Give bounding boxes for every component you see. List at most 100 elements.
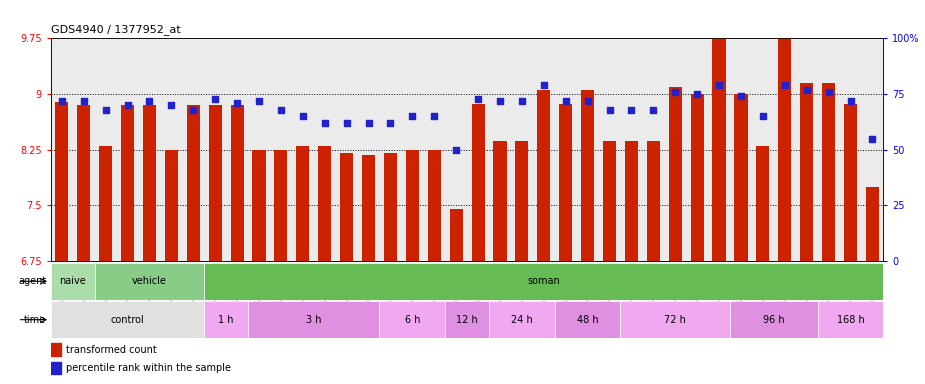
Bar (121, 105, 134, 261)
Point (317, 120, 332, 126)
Point (98, 107, 113, 113)
Point (514, 98, 529, 104)
Point (449, 147, 463, 153)
Bar (757, 146, 770, 261)
Point (120, 102, 135, 108)
Text: transformed count: transformed count (66, 345, 156, 355)
Bar (56, 101, 68, 261)
Bar (318, 146, 331, 261)
Bar (581, 90, 594, 261)
Bar (822, 83, 835, 261)
Bar (99, 146, 112, 261)
Point (164, 102, 179, 108)
Bar (248, 301, 379, 338)
Point (646, 107, 660, 113)
Bar (691, 94, 704, 261)
Point (77, 98, 92, 104)
Point (493, 98, 508, 104)
Bar (515, 141, 528, 261)
Point (208, 96, 223, 102)
Bar (406, 150, 419, 261)
Point (405, 113, 420, 119)
Bar (730, 301, 818, 338)
Bar (204, 263, 883, 300)
Bar (445, 301, 489, 338)
Text: GDS4940 / 1377952_at: GDS4940 / 1377952_at (51, 24, 180, 35)
Bar (844, 104, 857, 261)
Point (799, 86, 814, 93)
Bar (362, 155, 376, 261)
Text: 12 h: 12 h (456, 314, 478, 325)
Bar (209, 105, 222, 261)
Point (536, 82, 551, 88)
Bar (818, 301, 883, 338)
Bar (379, 301, 445, 338)
Bar (450, 209, 462, 261)
Bar (866, 187, 879, 261)
Bar (493, 141, 507, 261)
Point (668, 89, 683, 95)
Text: 6 h: 6 h (404, 314, 420, 325)
Bar (555, 301, 621, 338)
Text: 48 h: 48 h (577, 314, 598, 325)
Point (602, 107, 617, 113)
Bar (165, 150, 178, 261)
Bar (621, 301, 730, 338)
Bar (230, 105, 243, 261)
Point (843, 98, 857, 104)
Point (252, 98, 266, 104)
Text: time: time (24, 314, 46, 325)
Point (339, 120, 354, 126)
Bar (94, 263, 204, 300)
Text: 24 h: 24 h (511, 314, 533, 325)
Bar (647, 141, 660, 261)
Point (777, 82, 792, 88)
Text: control: control (111, 314, 144, 325)
Point (471, 96, 486, 102)
Text: naive: naive (59, 276, 86, 286)
Point (229, 100, 244, 106)
Point (756, 113, 771, 119)
Point (274, 107, 289, 113)
Bar (51, 263, 94, 300)
Bar (340, 154, 353, 261)
Bar (800, 83, 813, 261)
Point (361, 120, 376, 126)
Bar (669, 87, 682, 261)
Bar (51, 301, 204, 338)
Point (186, 107, 201, 113)
Bar (712, 38, 725, 261)
Text: 96 h: 96 h (763, 314, 784, 325)
Text: 72 h: 72 h (664, 314, 686, 325)
Bar (384, 154, 397, 261)
Text: percentile rank within the sample: percentile rank within the sample (66, 363, 231, 373)
Bar (51, 343, 61, 356)
Bar (51, 362, 61, 374)
Bar (77, 105, 91, 261)
Bar (559, 104, 573, 261)
Bar (204, 301, 248, 338)
Point (821, 89, 836, 95)
Bar (489, 301, 555, 338)
Bar (625, 141, 638, 261)
Point (734, 93, 748, 99)
Bar (253, 150, 265, 261)
Text: soman: soman (527, 276, 561, 286)
Point (383, 120, 398, 126)
Bar (275, 150, 288, 261)
Point (865, 136, 880, 142)
Bar (142, 105, 156, 261)
Point (55, 98, 69, 104)
Point (142, 98, 157, 104)
Bar (427, 150, 441, 261)
Bar (537, 90, 550, 261)
Text: vehicle: vehicle (132, 276, 166, 286)
Bar (296, 146, 309, 261)
Bar (187, 105, 200, 261)
Text: agent: agent (18, 276, 46, 286)
Bar (603, 141, 616, 261)
Text: 168 h: 168 h (836, 314, 864, 325)
Bar (734, 94, 747, 261)
Bar (778, 38, 792, 261)
Point (624, 107, 639, 113)
